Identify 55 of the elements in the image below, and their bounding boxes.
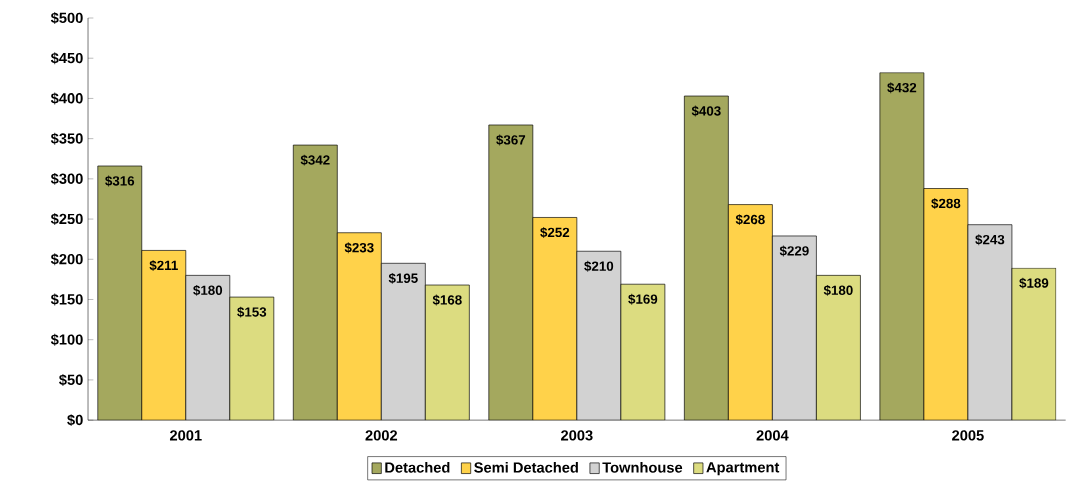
data-label: $211	[149, 259, 178, 271]
legend-label: Townhouse	[602, 461, 683, 473]
bar	[185, 275, 230, 421]
data-label: $233	[344, 242, 374, 254]
bar	[879, 72, 925, 421]
data-label: $252	[540, 226, 570, 238]
data-label: $268	[735, 214, 765, 225]
data-label: $229	[779, 245, 809, 257]
data-label: $153	[237, 306, 267, 318]
data-label: $367	[496, 134, 526, 146]
y-tick-label: $200	[50, 253, 83, 266]
bar	[967, 224, 1013, 421]
bar	[97, 165, 142, 421]
data-label: $180	[193, 284, 223, 296]
data-label: $195	[388, 272, 418, 284]
data-label: $189	[1019, 277, 1049, 289]
legend-label: Semi Detached	[474, 461, 578, 473]
data-label: $316	[105, 175, 135, 187]
y-tick-label: $100	[50, 333, 83, 346]
y-tick-label: $500	[50, 11, 83, 24]
x-tick-label: 2004	[756, 430, 789, 441]
x-tick-label: 2001	[169, 430, 202, 441]
bar	[684, 95, 729, 421]
y-tick-label: $350	[50, 132, 83, 145]
data-label: $342	[300, 154, 330, 166]
bar	[293, 145, 338, 421]
bar	[923, 188, 969, 421]
bar	[576, 251, 621, 421]
bar	[772, 235, 817, 421]
bar	[728, 204, 773, 421]
y-tick-label: $300	[50, 172, 83, 185]
y-tick-label: $50	[59, 373, 83, 386]
bar	[337, 232, 382, 421]
legend-label: Apartment	[706, 462, 780, 476]
data-label: $288	[931, 198, 961, 209]
y-tick-label: $150	[50, 293, 83, 306]
x-tick-label: 2002	[365, 430, 398, 441]
data-label: $432	[887, 82, 917, 94]
bar	[488, 124, 533, 421]
x-tick-label: 2005	[952, 430, 984, 441]
legend-label: Detached	[385, 461, 450, 473]
data-label: $243	[975, 234, 1005, 246]
y-tick-label: $450	[50, 52, 83, 65]
x-tick-label: 2003	[561, 430, 593, 441]
y-tick-label: $250	[50, 213, 83, 225]
data-label: $210	[584, 260, 614, 272]
y-tick-label: $400	[50, 92, 83, 105]
y-tick-label: $0	[67, 414, 83, 427]
bar	[141, 250, 186, 421]
bar	[381, 263, 426, 421]
data-label: $169	[628, 293, 658, 305]
bar	[532, 217, 577, 421]
data-label: $168	[432, 294, 462, 306]
data-label: $403	[691, 105, 721, 117]
data-label: $180	[823, 284, 853, 296]
